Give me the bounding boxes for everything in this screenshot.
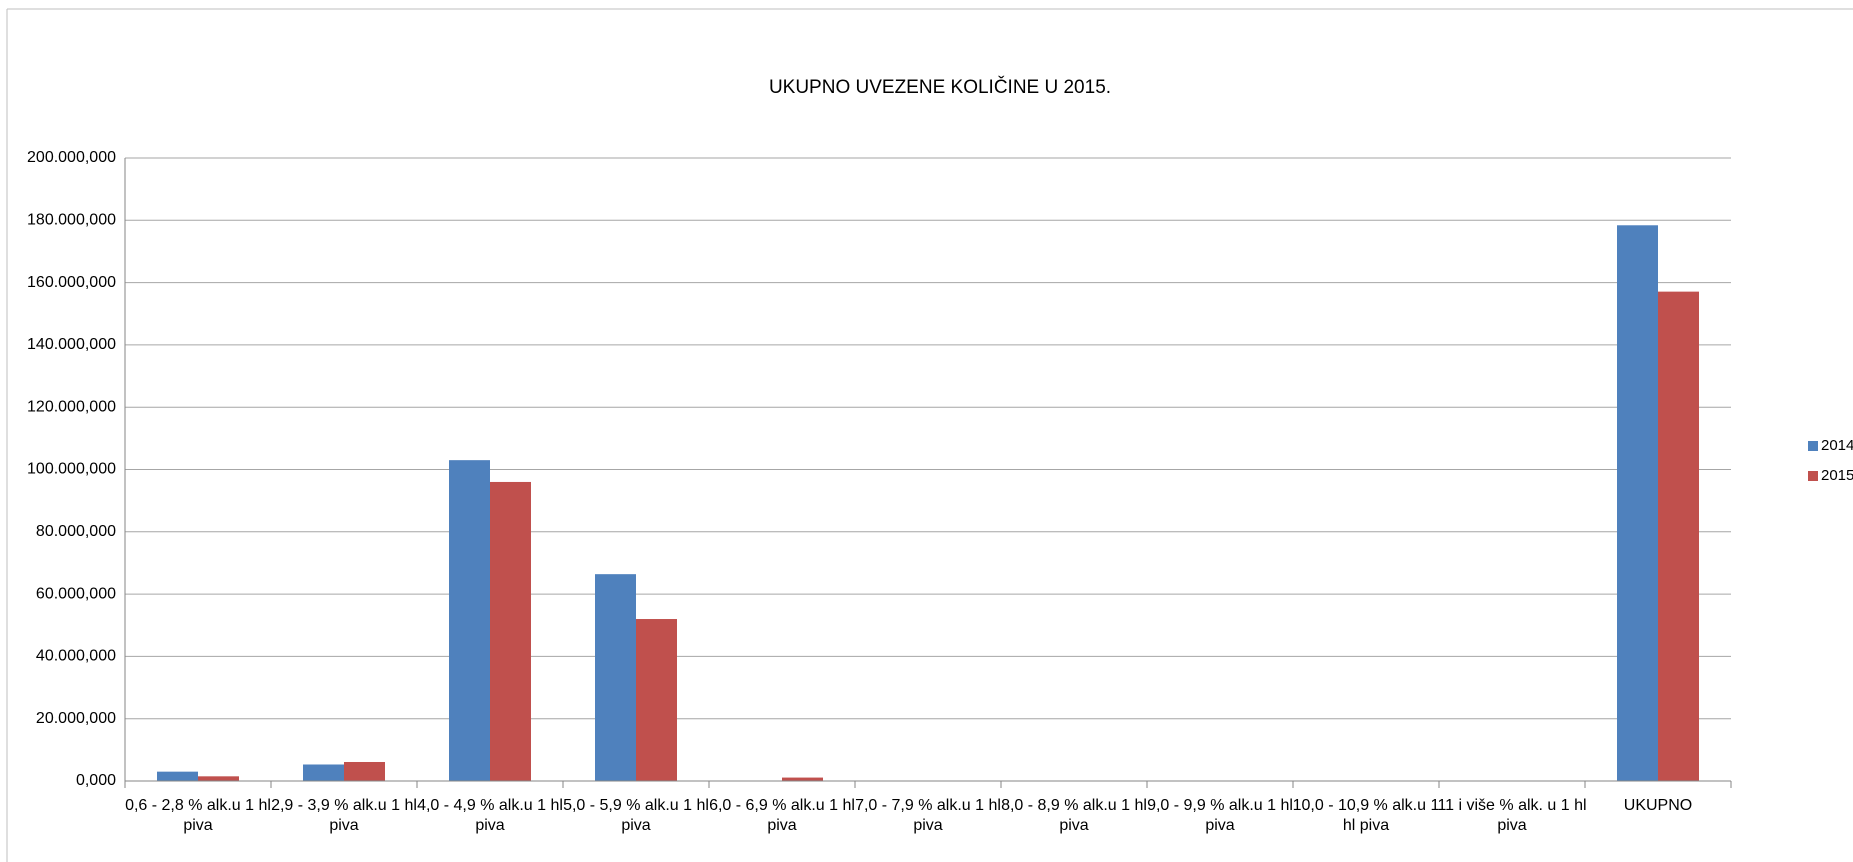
legend-label: 2014 [1821, 437, 1853, 454]
x-tick-label: 8,0 - 8,9 % alk.u 1 hl piva [1001, 797, 1147, 834]
x-tick-label: 11 i više % alk. u 1 hl piva [1437, 797, 1587, 834]
bar [198, 776, 239, 781]
legend-swatch [1808, 441, 1818, 451]
x-tick-label: 4,0 - 4,9 % alk.u 1 hl piva [417, 797, 563, 834]
bar [449, 460, 490, 781]
chart-title: UKUPNO UVEZENE KOLIČINE U 2015. [769, 76, 1111, 98]
x-tick-label: 2,9 - 3,9 % alk.u 1 hl piva [271, 797, 417, 834]
x-tick-label: 9,0 - 9,9 % alk.u 1 hl piva [1147, 797, 1293, 834]
y-tick-label: 60.000,000 [36, 585, 116, 602]
x-tick-label: 6,0 - 6,9 % alk.u 1 hl piva [709, 797, 855, 834]
legend-label: 2015 [1821, 467, 1853, 484]
y-tick-label: 0,000 [76, 772, 116, 789]
y-tick-label: 140.000,000 [27, 336, 116, 353]
bar [490, 481, 531, 781]
x-tick-label: 10,0 - 10,9 % alk.u 1 hl piva [1292, 797, 1440, 834]
y-tick-label: 80.000,000 [36, 523, 116, 540]
bar [344, 761, 385, 781]
x-tick-label: 7,0 - 7,9 % alk.u 1 hl piva [855, 797, 1001, 834]
y-tick-label: 160.000,000 [27, 274, 116, 291]
bar [1617, 225, 1658, 781]
legend-swatch [1808, 471, 1818, 481]
y-tick-label: 20.000,000 [36, 710, 116, 727]
y-tick-label: 200.000,000 [27, 149, 116, 166]
bar [595, 574, 636, 781]
y-tick-label: 40.000,000 [36, 648, 116, 665]
x-tick-label: 0,6 - 2,8 % alk.u 1 hl piva [125, 797, 271, 834]
y-tick-label: 120.000,000 [27, 398, 116, 415]
bar [303, 764, 344, 781]
bar [1658, 291, 1699, 781]
bar [157, 771, 198, 781]
x-tick-label: 5,0 - 5,9 % alk.u 1 hl piva [563, 797, 709, 834]
y-tick-label: 180.000,000 [27, 212, 116, 229]
y-tick-label: 100.000,000 [27, 461, 116, 478]
bar [636, 619, 677, 781]
bar [782, 777, 823, 781]
x-tick-label: UKUPNO [1623, 797, 1693, 814]
